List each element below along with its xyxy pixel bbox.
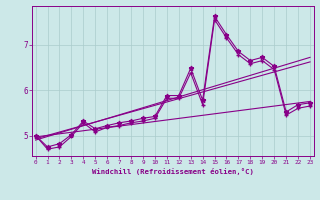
X-axis label: Windchill (Refroidissement éolien,°C): Windchill (Refroidissement éolien,°C) xyxy=(92,168,254,175)
